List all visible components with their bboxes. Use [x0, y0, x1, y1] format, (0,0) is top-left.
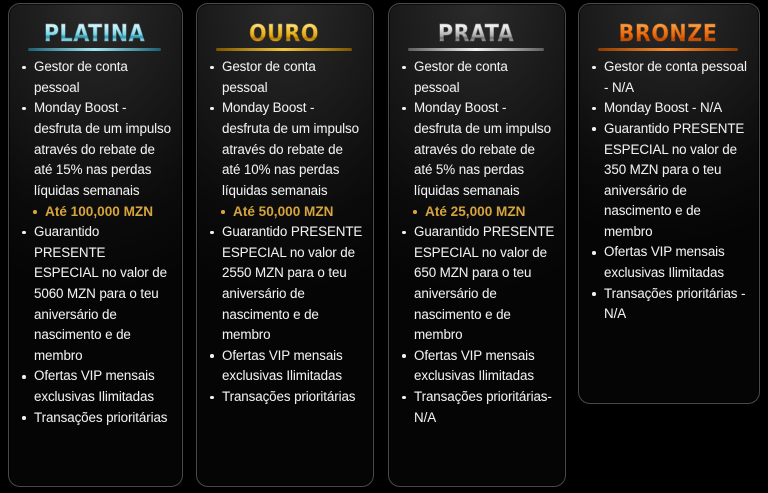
feature-list-platina: Gestor de conta pessoal Monday Boost - d…	[17, 57, 172, 428]
tier-title-prata: PRATA	[397, 21, 555, 52]
tier-card-platina[interactable]: PLATINA Gestor de conta pessoal Monday B…	[8, 3, 183, 487]
list-item: Monday Boost - desfruta de um impulso at…	[205, 98, 363, 201]
list-item: Guarantido PRESENTE ESPECIAL no valor de…	[587, 119, 749, 243]
list-item: Transações prioritárias- N/A	[397, 387, 555, 428]
tier-title-ouro: OURO	[205, 21, 363, 52]
list-item: Ofertas VIP mensais exclusivas Ilimitada…	[17, 366, 172, 407]
feature-list-prata: Gestor de conta pessoal Monday Boost - d…	[397, 57, 555, 428]
list-item: Transações prioritárias	[205, 387, 363, 408]
list-item: Monday Boost - desfruta de um impulso at…	[17, 98, 172, 201]
list-item: Monday Boost - N/A	[587, 98, 749, 119]
title-underline	[598, 48, 738, 52]
list-item: Gestor de conta pessoal	[17, 57, 172, 98]
highlight-list-ouro: Até 50,000 MZN	[205, 201, 363, 222]
feature-list-ouro: Gestor de conta pessoal Monday Boost - d…	[205, 57, 363, 408]
list-item: Guarantido PRESENTE ESPECIAL no valor de…	[205, 222, 363, 346]
highlight-list-platina: Até 100,000 MZN	[17, 201, 172, 222]
list-item: Gestor de conta pessoal	[397, 57, 555, 98]
highlight-amount: Até 50,000 MZN	[216, 201, 363, 222]
tier-title-text: PRATA	[437, 21, 515, 47]
tier-card-prata[interactable]: PRATA Gestor de conta pessoal Monday Boo…	[388, 3, 566, 487]
tier-title-text: OURO	[249, 21, 319, 47]
list-item: Ofertas VIP mensais exclusivas Ilimitada…	[587, 242, 749, 283]
tier-title-text: PLATINA	[43, 21, 146, 47]
title-underline	[408, 48, 544, 52]
highlight-list-prata: Até 25,000 MZN	[397, 201, 555, 222]
title-underline	[27, 48, 162, 52]
list-item: Gestor de conta pessoal	[205, 57, 363, 98]
list-item: Guarantido PRESENTE ESPECIAL no valor de…	[397, 222, 555, 346]
list-item: Transações prioritárias - N/A	[587, 284, 749, 325]
list-item: Monday Boost - desfruta de um impulso at…	[397, 98, 555, 201]
highlight-amount: Até 100,000 MZN	[28, 201, 172, 222]
tier-card-bronze[interactable]: BRONZE Gestor de conta pessoal - N/A Mon…	[578, 3, 760, 404]
tier-title-platina: PLATINA	[17, 21, 172, 52]
feature-list-bronze: Gestor de conta pessoal - N/A Monday Boo…	[587, 57, 749, 325]
list-item: Transações prioritárias	[17, 408, 172, 429]
list-item: Guarantido PRESENTE ESPECIAL no valor de…	[17, 222, 172, 366]
title-underline	[216, 48, 352, 52]
tier-title-text: BRONZE	[618, 21, 718, 47]
tier-card-ouro[interactable]: OURO Gestor de conta pessoal Monday Boos…	[196, 3, 374, 487]
list-item: Ofertas VIP mensais exclusivas Ilimitada…	[205, 346, 363, 387]
tier-title-bronze: BRONZE	[587, 21, 749, 52]
list-item: Ofertas VIP mensais exclusivas Ilimitada…	[397, 346, 555, 387]
highlight-amount: Até 25,000 MZN	[408, 201, 555, 222]
list-item: Gestor de conta pessoal - N/A	[587, 57, 749, 98]
